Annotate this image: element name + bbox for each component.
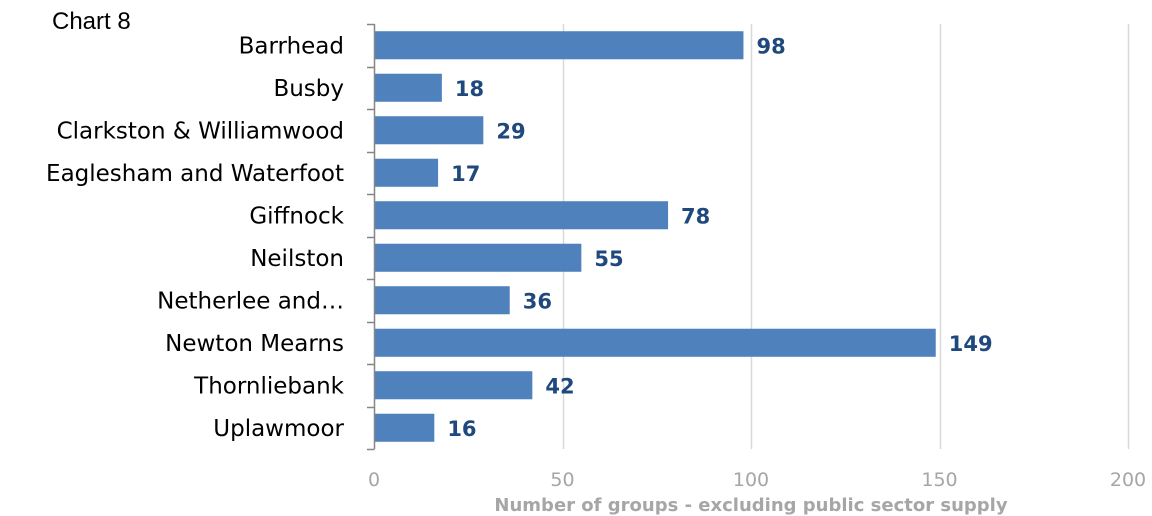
bar [375,328,936,357]
category-label: Thornliebank [193,373,345,399]
bar [375,158,439,187]
x-tick-label: 100 [733,469,769,491]
x-tick-label: 150 [921,469,957,491]
gridlines [562,24,1130,449]
data-label: 18 [455,77,484,101]
bars [375,31,936,442]
data-label: 149 [949,332,993,356]
data-label: 42 [545,374,574,398]
category-labels: Barrhead Busby Clarkston & Williamwood Eagl… [46,33,345,442]
data-label: 29 [496,119,525,143]
data-labels: 98 18 29 17 78 55 36 149 42 16 [447,34,992,441]
data-label: 98 [756,34,785,58]
data-label: 16 [447,417,476,441]
category-label: Giffnock [249,203,344,229]
data-label: 17 [451,162,480,186]
bar [375,286,510,315]
bar [375,116,484,145]
category-label: Newton Mearns [165,331,344,357]
category-label: Neilston [250,246,344,272]
category-axis [367,23,376,451]
bar [375,413,435,442]
category-label: Netherlee and… [157,288,344,314]
category-label: Uplawmoor [213,416,344,442]
data-label: 55 [594,247,623,271]
bar [375,201,669,230]
category-label: Busby [273,76,344,102]
x-tick-labels: 0 50 100 150 200 [368,469,1146,491]
data-label: 36 [523,289,552,313]
category-label: Barrhead [239,33,344,59]
bar [375,243,582,272]
category-label: Clarkston & Williamwood [57,118,344,144]
x-tick-label: 0 [368,469,380,491]
bar [375,371,533,400]
chart-number-label: Chart 8 [52,8,131,35]
x-tick-label: 200 [1110,469,1146,491]
bar [375,31,744,60]
x-tick-label: 50 [550,469,574,491]
category-label: Eaglesham and Waterfoot [46,161,344,187]
data-label: 78 [681,204,710,228]
bar [375,73,442,102]
x-axis-title: Number of groups - excluding public sect… [494,495,1007,516]
